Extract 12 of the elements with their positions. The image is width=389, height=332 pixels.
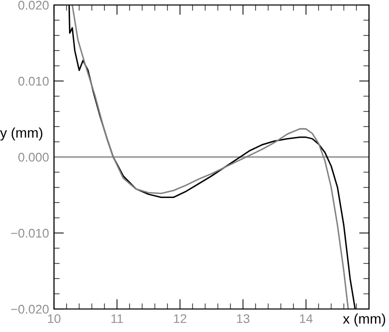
- y-tick-label: 0.010: [18, 76, 49, 86]
- x-tick-label: 11: [111, 314, 123, 323]
- y-tick-label: −0.020: [11, 304, 49, 314]
- x-tick-label: 12: [174, 314, 186, 323]
- y-tick-label: 0.020: [18, 0, 49, 10]
- x-tick-label: 10: [48, 314, 60, 324]
- x-tick-label: 14: [300, 314, 313, 323]
- y-tick-label: 0.000: [18, 152, 49, 162]
- x-axis-title: x (mm): [342, 314, 386, 326]
- x-tick-label: 13: [237, 314, 250, 324]
- y-axis-title: y (mm): [0, 128, 42, 140]
- y-tick-label: −0.010: [11, 228, 49, 238]
